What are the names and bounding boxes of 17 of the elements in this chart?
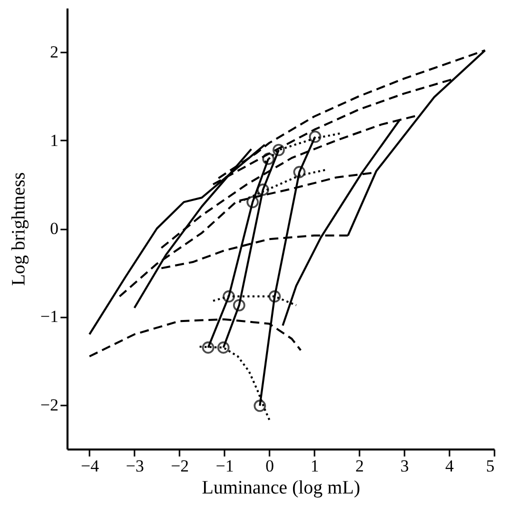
x-tick-label: −3 — [126, 456, 144, 476]
x-tick-label: 0 — [266, 456, 274, 476]
x-tick-label: 2 — [355, 456, 364, 476]
y-axis-title: Log brightness — [8, 172, 30, 286]
x-tick-label: 4 — [445, 456, 454, 476]
y-tick-label: −2 — [40, 395, 58, 414]
x-tick-label: −2 — [170, 456, 189, 476]
x-tick-label: 3 — [400, 456, 409, 476]
x-tick-label: −4 — [80, 456, 100, 476]
x-tick-label: 5 — [486, 456, 494, 476]
y-tick-label: 2 — [50, 42, 58, 62]
x-tick-label: 1 — [310, 456, 319, 476]
x-tick-label: −1 — [216, 456, 234, 476]
y-tick-label: −1 — [40, 307, 58, 326]
x-axis-title: Luminance (log mL) — [202, 478, 360, 498]
y-tick-label: 1 — [50, 130, 58, 150]
y-tick-label: 0 — [50, 219, 58, 238]
